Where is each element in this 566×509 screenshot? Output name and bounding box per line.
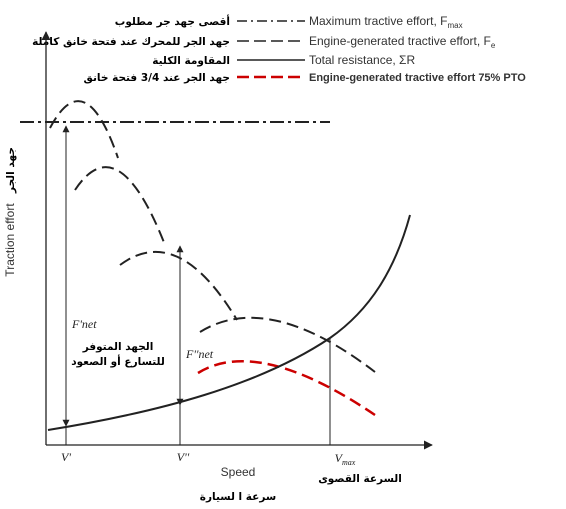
legend-label-ar: المقاومة الكلية bbox=[152, 55, 230, 67]
gear-curve bbox=[74, 166, 166, 246]
gear-curve bbox=[49, 100, 119, 159]
legend-text: Maximum tractive effort, F bbox=[309, 14, 447, 28]
max-speed-ar: السرعة القصوى bbox=[318, 473, 402, 485]
legend-subscript: e bbox=[491, 41, 496, 50]
engine-curves bbox=[49, 100, 376, 373]
legend-subscript: max bbox=[447, 21, 462, 30]
f-net-label: F'net bbox=[71, 317, 97, 331]
gear-curve bbox=[199, 316, 376, 373]
legend-label: Maximum tractive effort, Fmax bbox=[309, 14, 463, 30]
legend-label: Engine-generated tractive effort, Fe bbox=[309, 34, 496, 50]
legend-label-ar: أقصى جهد جر مطلوب bbox=[115, 14, 230, 28]
speed-subscript: max bbox=[342, 458, 356, 467]
legend-label: Engine-generated tractive effort 75% PTO bbox=[309, 72, 526, 84]
y-axis-label-ar: جهد الجر bbox=[5, 147, 17, 194]
resistance-curve bbox=[47, 214, 411, 431]
speed-text: V bbox=[335, 451, 344, 465]
legend-label-ar: جهد الجر عند 3/4 فتحة خانق bbox=[84, 72, 230, 84]
legend-text: Engine-generated tractive effort, F bbox=[309, 34, 491, 48]
speed-label: V' bbox=[61, 450, 71, 464]
pto-curve bbox=[197, 359, 376, 417]
annotation-ar: للتسارع أو الصعود bbox=[71, 354, 165, 368]
legend-label: Total resistance, ΣR bbox=[309, 53, 415, 67]
x-axis-label: Speed bbox=[221, 465, 256, 479]
f-net-label: F''net bbox=[185, 347, 214, 361]
gear-curve bbox=[119, 250, 238, 321]
annotation-ar: الجهد المتوفر bbox=[82, 341, 154, 353]
speed-label: V'' bbox=[177, 450, 190, 464]
x-axis-label-ar: سرعة ا لسيارة bbox=[200, 491, 276, 503]
speed-label: Vmax bbox=[335, 451, 356, 467]
legend-label-ar: جهد الجر للمحرك عند فتحة خانق كاملة bbox=[32, 36, 230, 48]
legend: أقصى جهد جر مطلوب Maximum tractive effor… bbox=[32, 14, 526, 84]
y-axis-label: Traction effort bbox=[3, 203, 17, 277]
